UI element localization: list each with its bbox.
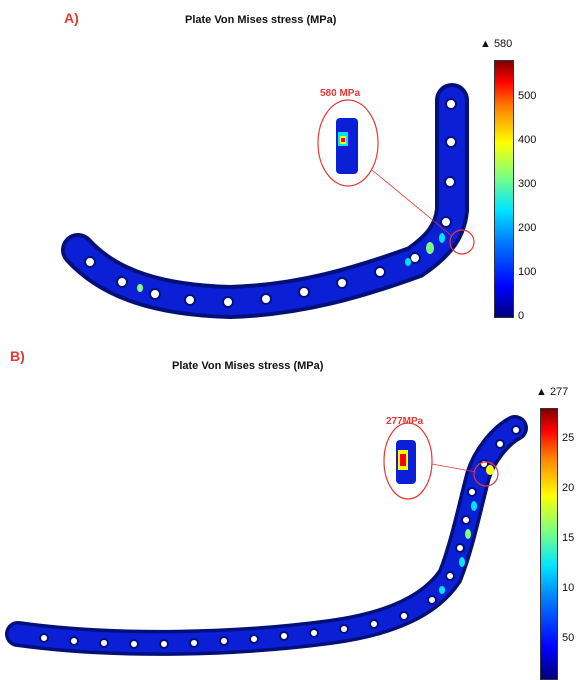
panel-a-plate-drawing	[61, 83, 475, 320]
panel-b-title: Plate Von Mises stress (MPa)	[172, 360, 324, 372]
panel-b-colorbar-tick: 25	[562, 432, 575, 444]
panel-a-callout-label: 580 MPa	[320, 88, 361, 99]
panel-a-zoom-detail	[336, 118, 358, 174]
panel-a-colorbar-tick: 100	[518, 266, 537, 278]
panel-a-colorbar-tick: 400	[518, 134, 537, 146]
panel-a: A) Plate Von Mises stress (MPa)	[0, 0, 582, 336]
panel-b-zoom-detail	[396, 440, 416, 484]
panel-a-colorbar-max: ▲ 580	[480, 38, 513, 50]
panel-a-title: Plate Von Mises stress (MPa)	[185, 14, 337, 26]
panel-a-colorbar-tick: 300	[518, 178, 537, 190]
panel-b-colorbar-max: ▲ 277	[536, 386, 569, 398]
panel-a-label: A)	[64, 10, 79, 26]
plate-b-body	[5, 415, 528, 656]
panel-a-colorbar-tick: 0	[518, 310, 525, 322]
panel-b-colorbar-tick: 10	[562, 582, 575, 594]
panel-b: B) Plate Von Mises stress (MPa)	[0, 336, 582, 680]
panel-b-colorbar-tick: 20	[562, 482, 575, 494]
panel-b-label: B)	[10, 348, 25, 364]
plate-a-holes	[84, 98, 457, 308]
plate-a-stress-hotspots	[137, 233, 445, 292]
panel-a-colorbar	[494, 60, 514, 318]
panel-b-callout-label: 277MPa	[386, 416, 424, 427]
panel-b-hotspot-marker	[473, 461, 499, 487]
panel-b-leader-line	[431, 463, 477, 473]
panel-b-plate-drawing	[5, 415, 528, 656]
panel-a-colorbar-tick: 200	[518, 222, 537, 234]
panel-b-colorbar-tick: 15	[562, 532, 575, 544]
plate-b-holes	[39, 425, 521, 649]
panel-a-hotspot-marker	[449, 229, 475, 255]
panel-a-colorbar-tick: 500	[518, 90, 537, 102]
plate-a-body	[61, 83, 469, 320]
panel-b-colorbar	[540, 408, 558, 680]
plate-b-stress-hotspots	[439, 465, 494, 594]
panel-b-colorbar-tick: 50	[562, 632, 575, 644]
panel-a-leader-line	[371, 169, 453, 237]
